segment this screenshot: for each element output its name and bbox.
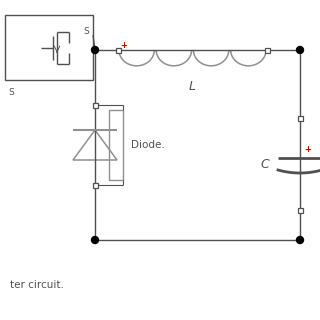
Text: C: C: [260, 157, 269, 171]
Text: ter circuit.: ter circuit.: [10, 280, 64, 290]
Text: S: S: [8, 88, 14, 97]
Text: L: L: [189, 80, 196, 93]
Bar: [298, 207, 302, 212]
Circle shape: [297, 236, 303, 244]
Text: Diode.: Diode.: [131, 140, 165, 150]
Circle shape: [92, 236, 99, 244]
Bar: [92, 182, 98, 188]
Bar: [116, 47, 121, 52]
Text: +: +: [305, 146, 311, 155]
Circle shape: [92, 46, 99, 53]
Circle shape: [297, 46, 303, 53]
Bar: [92, 102, 98, 108]
Text: S: S: [83, 27, 89, 36]
Bar: [265, 47, 269, 52]
Bar: [109, 110, 123, 180]
Text: +: +: [121, 42, 127, 51]
Bar: [5, 15, 93, 80]
Bar: [298, 116, 302, 121]
